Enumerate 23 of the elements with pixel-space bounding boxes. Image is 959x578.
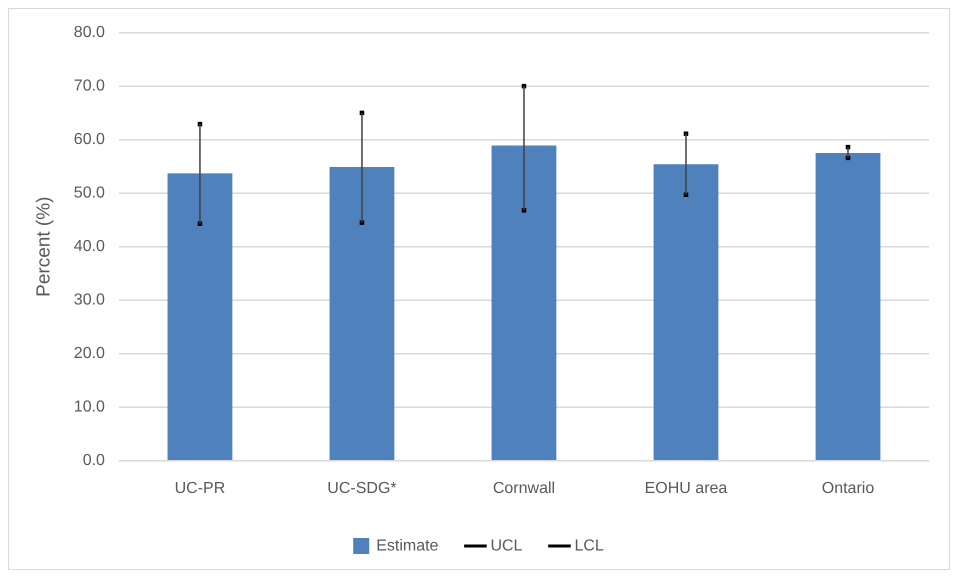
bar [816, 153, 880, 460]
y-axis-title: Percent (%) [34, 196, 55, 297]
y-tick-label: 30.0 [74, 292, 106, 309]
bar [654, 164, 718, 460]
y-tick-label: 10.0 [74, 398, 106, 416]
y-tick-label: 20.0 [74, 345, 106, 362]
x-tick-label: EOHU area [644, 480, 728, 497]
bar [168, 173, 232, 460]
legend-label: LCL [574, 537, 604, 554]
x-tick-label: Cornwall [492, 480, 556, 497]
bar [330, 166, 394, 460]
y-tick-label: 80.0 [74, 24, 106, 42]
x-tick-label: Ontario [822, 480, 874, 497]
x-tick-label: UC-SDG* [327, 480, 397, 497]
y-tick-label: 40.0 [74, 238, 106, 256]
bar [492, 146, 556, 460]
legend-label: UCL [490, 537, 523, 554]
x-tick-label: UC-PR [174, 480, 226, 497]
y-tick-label: 60.0 [74, 131, 106, 148]
y-tick-label: 70.0 [74, 78, 106, 95]
y-tick-label: 50.0 [74, 184, 106, 202]
legend-label: Estimate [376, 537, 439, 554]
y-tick-label: 0.0 [82, 452, 106, 470]
